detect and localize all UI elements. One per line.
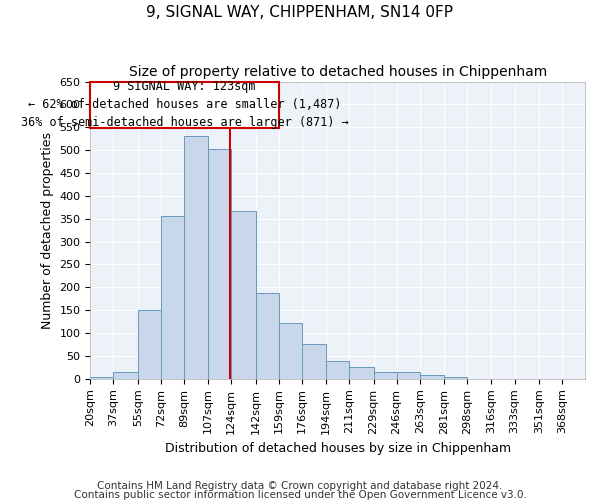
Bar — [113, 372, 138, 379]
Bar — [161, 216, 184, 379]
Bar — [302, 344, 326, 379]
Bar — [444, 376, 467, 379]
Bar — [256, 293, 279, 379]
Bar — [419, 375, 444, 379]
Bar — [184, 136, 208, 379]
Title: Size of property relative to detached houses in Chippenham: Size of property relative to detached ho… — [128, 65, 547, 79]
Bar — [279, 322, 302, 379]
Bar — [91, 376, 113, 379]
Bar — [349, 367, 374, 379]
Bar — [374, 372, 397, 379]
Text: 9 SIGNAL WAY: 123sqm
← 62% of detached houses are smaller (1,487)
36% of semi-de: 9 SIGNAL WAY: 123sqm ← 62% of detached h… — [20, 80, 349, 130]
Bar — [326, 360, 349, 379]
Text: 9, SIGNAL WAY, CHIPPENHAM, SN14 0FP: 9, SIGNAL WAY, CHIPPENHAM, SN14 0FP — [146, 5, 454, 20]
X-axis label: Distribution of detached houses by size in Chippenham: Distribution of detached houses by size … — [164, 442, 511, 455]
Bar — [208, 149, 231, 379]
FancyBboxPatch shape — [91, 82, 279, 128]
Text: Contains public sector information licensed under the Open Government Licence v3: Contains public sector information licen… — [74, 490, 526, 500]
Text: Contains HM Land Registry data © Crown copyright and database right 2024.: Contains HM Land Registry data © Crown c… — [97, 481, 503, 491]
Y-axis label: Number of detached properties: Number of detached properties — [41, 132, 54, 328]
Bar — [397, 372, 419, 379]
Bar — [231, 210, 256, 379]
Bar — [138, 310, 161, 379]
